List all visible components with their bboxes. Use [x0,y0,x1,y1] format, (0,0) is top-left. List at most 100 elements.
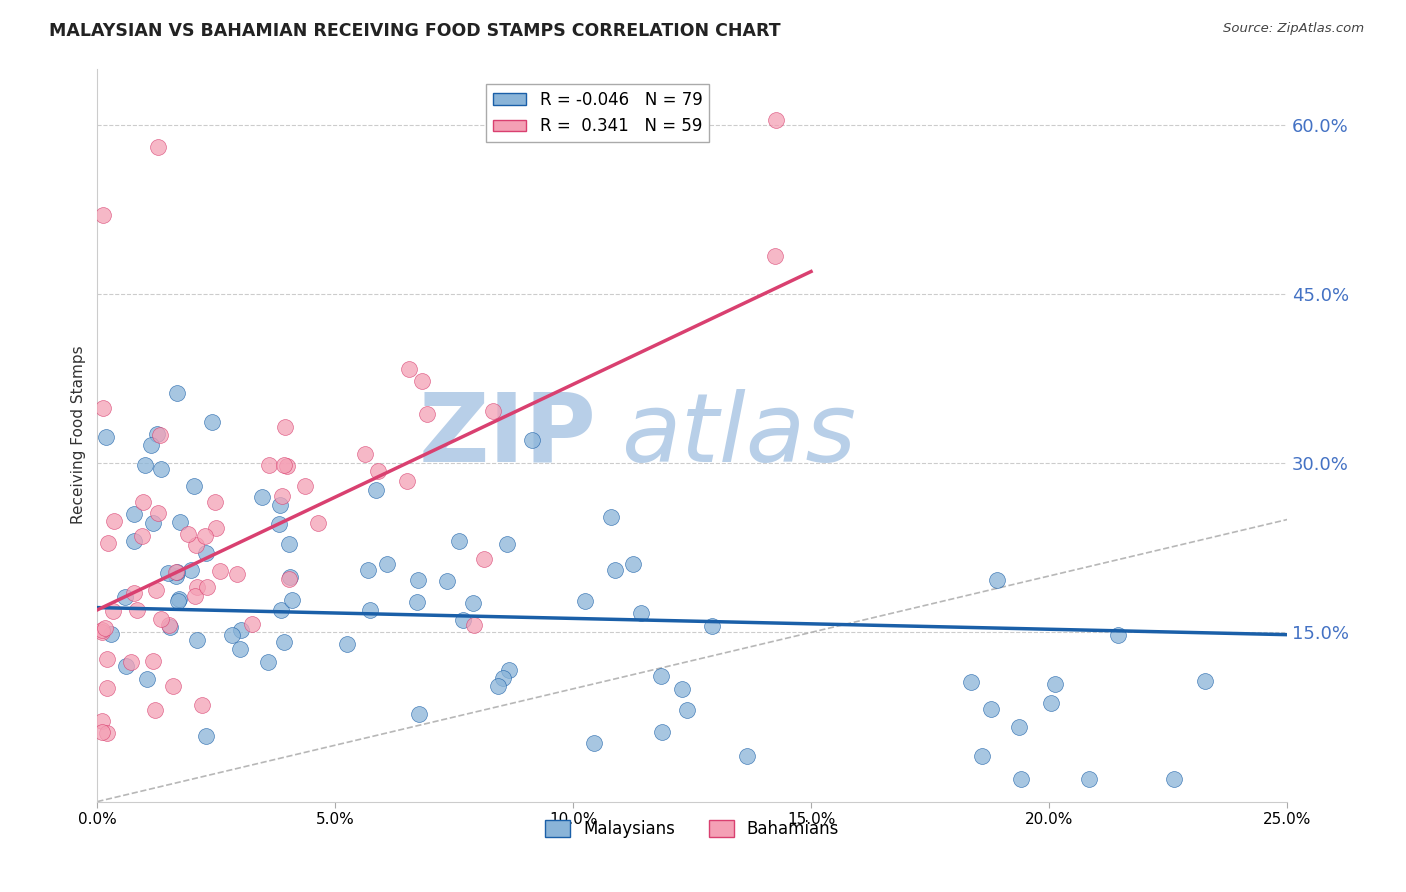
Point [1078,772,1101,786]
Point [91,625,114,640]
Point [167,591,190,606]
Point [356,563,378,577]
Point [146,426,169,441]
Point [256,655,278,669]
Text: Source: ZipAtlas.com: Source: ZipAtlas.com [1223,22,1364,36]
Point [735,749,758,764]
Point [765,249,787,263]
Point [115,659,138,673]
Point [498,663,520,677]
Point [194,729,217,743]
Point [139,438,162,452]
Point [267,517,290,532]
Point [277,537,299,551]
Point [114,591,136,605]
Point [651,725,673,739]
Point [491,672,513,686]
Point [520,434,543,448]
Point [582,736,605,750]
Point [122,507,145,521]
Point [91,724,114,739]
Point [201,416,224,430]
Point [959,675,981,690]
Point [603,563,626,577]
Point [271,489,294,503]
Point [184,589,207,603]
Point [96,681,118,695]
Point [406,595,429,609]
Point [650,669,672,683]
Point [270,603,292,617]
Point [124,534,146,549]
Point [204,494,226,508]
Point [162,679,184,693]
Point [93,401,115,416]
Point [136,672,159,686]
Point [142,655,165,669]
Point [675,703,697,717]
Point [359,603,381,617]
Point [122,586,145,600]
Point [100,626,122,640]
Point [273,420,295,434]
Point [451,613,474,627]
Point [142,516,165,531]
Point [273,635,295,649]
Point [229,623,252,637]
Point [273,458,295,472]
Point [195,580,218,594]
Point [482,404,505,418]
Point [436,574,458,588]
Point [159,620,181,634]
Point [278,570,301,584]
Point [91,208,114,222]
Legend: Malaysians, Bahamians: Malaysians, Bahamians [538,813,846,845]
Point [194,529,217,543]
Point [134,458,156,472]
Point [1008,721,1031,735]
Point [194,546,217,560]
Point [103,514,125,528]
Point [226,567,249,582]
Point [408,707,430,722]
Point [970,749,993,764]
Point [191,698,214,712]
Point [97,535,120,549]
Point [472,551,495,566]
Point [278,572,301,586]
Point [176,526,198,541]
Point [1010,772,1032,786]
Point [186,632,208,647]
Point [630,606,652,620]
Point [336,638,359,652]
Point [1194,674,1216,689]
Point [205,521,228,535]
Point [364,483,387,497]
Point [166,566,188,580]
Point [228,642,250,657]
Point [91,714,114,728]
Point [96,652,118,666]
Point [148,140,170,154]
Point [169,515,191,529]
Point [671,682,693,697]
Point [166,385,188,400]
Point [186,580,208,594]
Point [294,479,316,493]
Y-axis label: Receiving Food Stamps: Receiving Food Stamps [72,346,86,524]
Point [131,529,153,543]
Point [180,563,202,577]
Point [1107,628,1129,642]
Point [621,557,644,571]
Point [209,564,232,578]
Point [240,617,263,632]
Point [132,495,155,509]
Point [463,618,485,632]
Point [280,592,302,607]
Point [165,569,187,583]
Point [145,582,167,597]
Point [1039,697,1062,711]
Point [1163,772,1185,786]
Point [307,516,329,530]
Point [496,537,519,551]
